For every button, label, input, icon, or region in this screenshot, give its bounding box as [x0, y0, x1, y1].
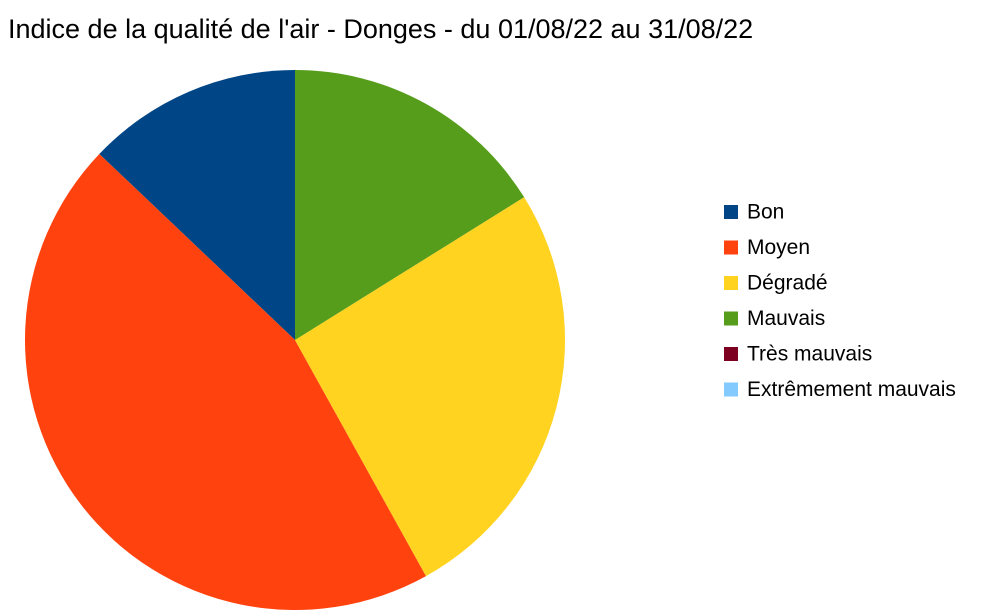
chart-title: Indice de la qualité de l'air - Donges -…	[8, 14, 753, 44]
legend-label: Dégradé	[747, 272, 828, 295]
legend-swatch	[724, 240, 738, 255]
legend-label: Mauvais	[747, 307, 825, 330]
legend-swatch	[724, 205, 738, 219]
legend-swatch	[724, 276, 738, 290]
legend-label: Bon	[747, 201, 784, 224]
legend-swatch	[724, 347, 738, 361]
legend-swatch	[724, 311, 738, 326]
legend-label: Moyen	[747, 236, 810, 259]
pie-slice	[295, 69, 525, 340]
pie-slice	[99, 70, 296, 340]
legend-label: Très mauvais	[747, 343, 872, 366]
pie-slice	[24, 153, 427, 610]
legend-label: Extrêmement mauvais	[747, 378, 956, 401]
pie-slice	[295, 197, 566, 577]
legend-swatch	[724, 382, 738, 397]
